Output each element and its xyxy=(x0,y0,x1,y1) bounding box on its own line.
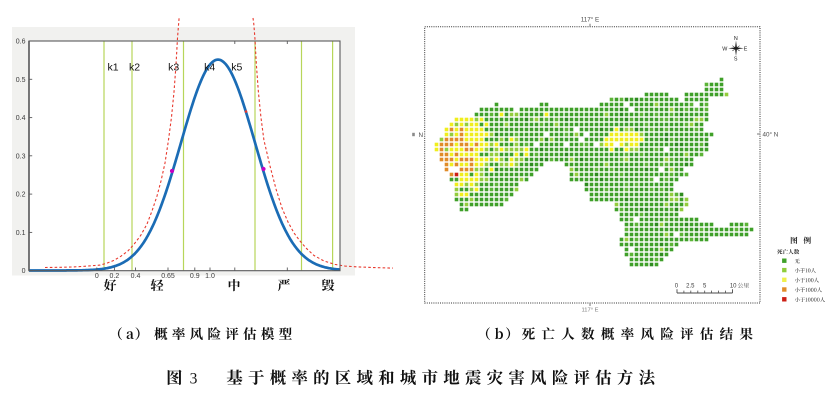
svg-text:0.65: 0.65 xyxy=(161,273,175,280)
svg-text:S: S xyxy=(734,56,738,62)
svg-text:0.2: 0.2 xyxy=(110,273,120,280)
svg-text:5: 5 xyxy=(703,284,707,290)
svg-text:0: 0 xyxy=(675,284,679,290)
svg-text:2.5: 2.5 xyxy=(686,284,695,290)
svg-text:0.4: 0.4 xyxy=(131,273,141,280)
svg-text:k1: k1 xyxy=(107,62,118,74)
svg-text:1.0: 1.0 xyxy=(205,273,215,280)
svg-text:0.4: 0.4 xyxy=(16,115,26,122)
svg-text:10: 10 xyxy=(730,284,737,290)
svg-text:0.1: 0.1 xyxy=(16,230,26,237)
svg-text:N: N xyxy=(734,36,738,42)
svg-text:0: 0 xyxy=(95,273,99,280)
svg-text:0.2: 0.2 xyxy=(16,192,26,199)
svg-text:3: 3 xyxy=(190,371,198,388)
svg-text:0.5: 0.5 xyxy=(16,77,26,84)
svg-text:40° N: 40° N xyxy=(763,131,779,139)
svg-text:117° E: 117° E xyxy=(581,16,600,24)
svg-text:117° E: 117° E xyxy=(581,308,598,314)
svg-text:0.6: 0.6 xyxy=(16,39,26,46)
svg-text:0.3: 0.3 xyxy=(16,153,26,160)
svg-text:0.9: 0.9 xyxy=(190,273,200,280)
svg-text:k5: k5 xyxy=(231,62,242,74)
svg-text:k2: k2 xyxy=(129,62,140,74)
svg-text:0: 0 xyxy=(22,268,26,275)
svg-text:N: N xyxy=(419,132,424,139)
svg-text:E: E xyxy=(744,46,748,52)
svg-text:k3: k3 xyxy=(168,62,179,74)
svg-text:W: W xyxy=(722,46,728,52)
svg-text:k4: k4 xyxy=(204,62,215,74)
